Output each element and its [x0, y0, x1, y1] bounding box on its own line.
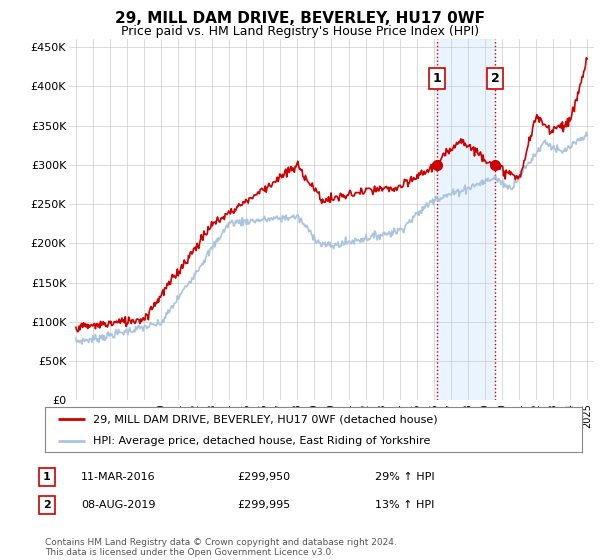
Text: 29% ↑ HPI: 29% ↑ HPI: [375, 472, 434, 482]
Text: HPI: Average price, detached house, East Riding of Yorkshire: HPI: Average price, detached house, East…: [94, 436, 431, 446]
Text: 2: 2: [491, 72, 499, 85]
Text: Contains HM Land Registry data © Crown copyright and database right 2024.
This d: Contains HM Land Registry data © Crown c…: [45, 538, 397, 557]
Text: 08-AUG-2019: 08-AUG-2019: [81, 500, 155, 510]
Text: 11-MAR-2016: 11-MAR-2016: [81, 472, 155, 482]
Text: 29, MILL DAM DRIVE, BEVERLEY, HU17 0WF: 29, MILL DAM DRIVE, BEVERLEY, HU17 0WF: [115, 11, 485, 26]
Text: 1: 1: [433, 72, 442, 85]
Text: 13% ↑ HPI: 13% ↑ HPI: [375, 500, 434, 510]
Text: Price paid vs. HM Land Registry's House Price Index (HPI): Price paid vs. HM Land Registry's House …: [121, 25, 479, 38]
Text: £299,950: £299,950: [237, 472, 290, 482]
Bar: [437, 39, 495, 400]
Text: 1: 1: [43, 472, 50, 482]
Text: 2: 2: [43, 500, 50, 510]
Text: £299,995: £299,995: [237, 500, 290, 510]
Text: 29, MILL DAM DRIVE, BEVERLEY, HU17 0WF (detached house): 29, MILL DAM DRIVE, BEVERLEY, HU17 0WF (…: [94, 414, 438, 424]
